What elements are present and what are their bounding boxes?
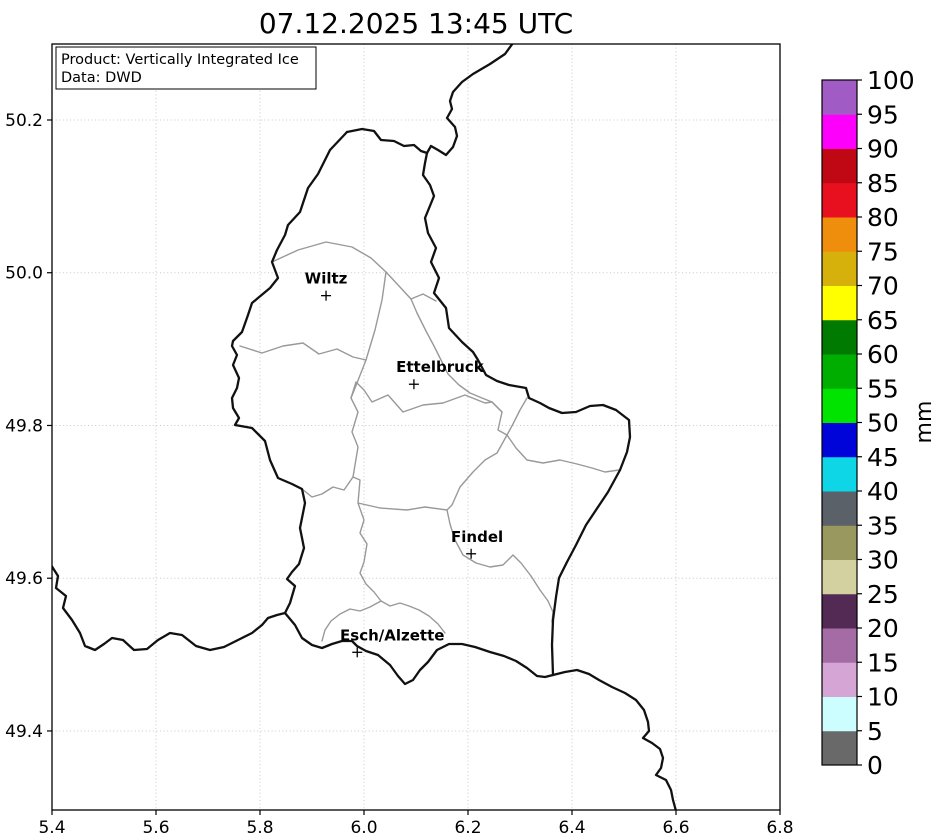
district-border-line — [506, 397, 528, 436]
gridlines — [52, 44, 780, 810]
colorbar-segment — [822, 217, 857, 252]
colorbar-tick-label: 100 — [867, 66, 915, 95]
colorbar-tick-label: 5 — [867, 717, 883, 746]
x-tick-label: 5.8 — [246, 818, 273, 837]
colorbar-segment — [822, 730, 857, 766]
colorbar-tick-label: 75 — [867, 237, 899, 266]
colorbar-tick-label: 55 — [867, 374, 899, 403]
colorbar-tick-label: 40 — [867, 477, 899, 506]
colorbar-tick-label: 70 — [867, 272, 899, 301]
y-tick-label: 49.6 — [5, 569, 43, 589]
colorbar-segment — [822, 251, 857, 286]
colorbar-segment — [822, 628, 857, 663]
axis-ticks — [47, 119, 781, 815]
district-border-line — [350, 381, 508, 511]
x-tick-label: 6.8 — [766, 818, 793, 837]
country-borders — [52, 44, 677, 810]
colorbar-segment — [822, 696, 857, 732]
district-border-line — [410, 298, 503, 413]
station: Ettelbruck — [396, 358, 485, 390]
colorbar-tick-label: 20 — [867, 614, 899, 643]
colorbar-segment — [822, 182, 857, 218]
colorbar-segment — [822, 148, 857, 184]
district-border-line — [271, 241, 437, 302]
colorbar-tick-labels: 0 5 10 15 20 25 30 35 40 45 50 55 60 65 70 75 80 85 90 95 10… — [867, 66, 915, 780]
x-tick-label: 6.4 — [558, 818, 585, 837]
colorbar-tick-label: 60 — [867, 340, 899, 369]
info-box-data-line: Data: DWD — [61, 70, 142, 86]
colorbar-tick-label: 65 — [867, 306, 899, 335]
colorbar-segment — [822, 525, 857, 560]
info-box-product-line: Product: Vertically Integrated Ice — [61, 52, 299, 68]
border-luxembourg-north — [345, 127, 429, 155]
station-label: Ettelbruck — [396, 358, 485, 376]
x-tick-label: 6.2 — [454, 818, 481, 837]
plot-frame — [51, 43, 781, 811]
colorbar-segment — [822, 285, 857, 321]
district-border-line — [239, 342, 367, 361]
x-tick-label: 6.0 — [350, 818, 377, 837]
colorbar-tick-label: 80 — [867, 203, 899, 232]
station-label: Wiltz — [305, 270, 348, 288]
info-box-frame — [55, 46, 317, 90]
y-tick-label: 49.8 — [5, 416, 43, 436]
colorbar-segment — [822, 593, 857, 629]
colorbar-tick-label: 50 — [867, 409, 899, 438]
y-tick-label: 50.2 — [5, 111, 43, 131]
border-france-belgium — [52, 564, 287, 652]
colorbar-tick-label: 10 — [867, 683, 899, 712]
colorbar-segment — [822, 456, 857, 492]
station: Wiltz — [305, 270, 348, 301]
page-title: 07.12.2025 13:45 UTC — [259, 7, 573, 40]
colorbar-tick-label: 35 — [867, 511, 899, 540]
colorbar-tick-label: 95 — [867, 100, 899, 129]
colorbar-segment — [822, 319, 857, 355]
border-luxembourg-west — [230, 130, 349, 615]
station-label: Findel — [451, 528, 503, 546]
y-tick-label: 50.0 — [5, 264, 43, 284]
colorbar-tick-label: 85 — [867, 169, 899, 198]
colorbar-segment — [822, 80, 857, 115]
colorbar-tick-label: 25 — [867, 580, 899, 609]
border-belgium-germany — [425, 44, 514, 157]
colorbar-tick-label: 45 — [867, 443, 899, 472]
axis-tick-labels: 5.4 5.6 5.8 6.0 6.2 6.4 6.6 6.8 50.2 50.0 49.8 49.6… — [5, 111, 793, 837]
district-border-line — [301, 476, 354, 498]
border-france-germany — [551, 668, 677, 810]
station: Findel — [451, 528, 503, 559]
stations: Wiltz Ettelbruck Findel Esch/Alzette — [305, 270, 503, 658]
colorbar-unit-label: mm — [912, 401, 937, 444]
info-box: Product: Vertically Integrated Ice Data:… — [55, 46, 317, 90]
map-borders — [52, 44, 677, 810]
x-tick-label: 6.6 — [662, 818, 689, 837]
colorbar-segment — [822, 114, 857, 149]
colorbar-segment — [822, 354, 857, 389]
colorbar-tick-label: 90 — [867, 135, 899, 164]
district-border-line — [506, 434, 620, 473]
district-border-line — [357, 502, 446, 634]
x-tick-label: 5.6 — [142, 818, 169, 837]
colorbar-segment — [822, 388, 857, 423]
colorbar-segment — [822, 491, 857, 526]
district-border-line — [446, 509, 554, 623]
colorbar-tick-label: 30 — [867, 546, 899, 575]
district-borders — [239, 241, 620, 642]
colorbar-cells — [822, 80, 857, 766]
border-luxembourg-east — [421, 151, 632, 677]
district-border-line — [350, 271, 387, 399]
station: Esch/Alzette — [340, 626, 444, 658]
colorbar-segment — [822, 559, 857, 595]
y-tick-label: 49.4 — [5, 722, 43, 742]
colorbar-ticks — [857, 79, 862, 766]
colorbar-segment — [822, 662, 857, 697]
colorbar-segment — [822, 422, 857, 458]
border-luxembourg-south — [283, 611, 555, 686]
district-border-line — [321, 600, 382, 642]
colorbar-tick-label: 0 — [867, 751, 883, 780]
x-tick-label: 5.4 — [38, 818, 65, 837]
station-label: Esch/Alzette — [340, 626, 444, 644]
colorbar-tick-label: 15 — [867, 648, 899, 677]
